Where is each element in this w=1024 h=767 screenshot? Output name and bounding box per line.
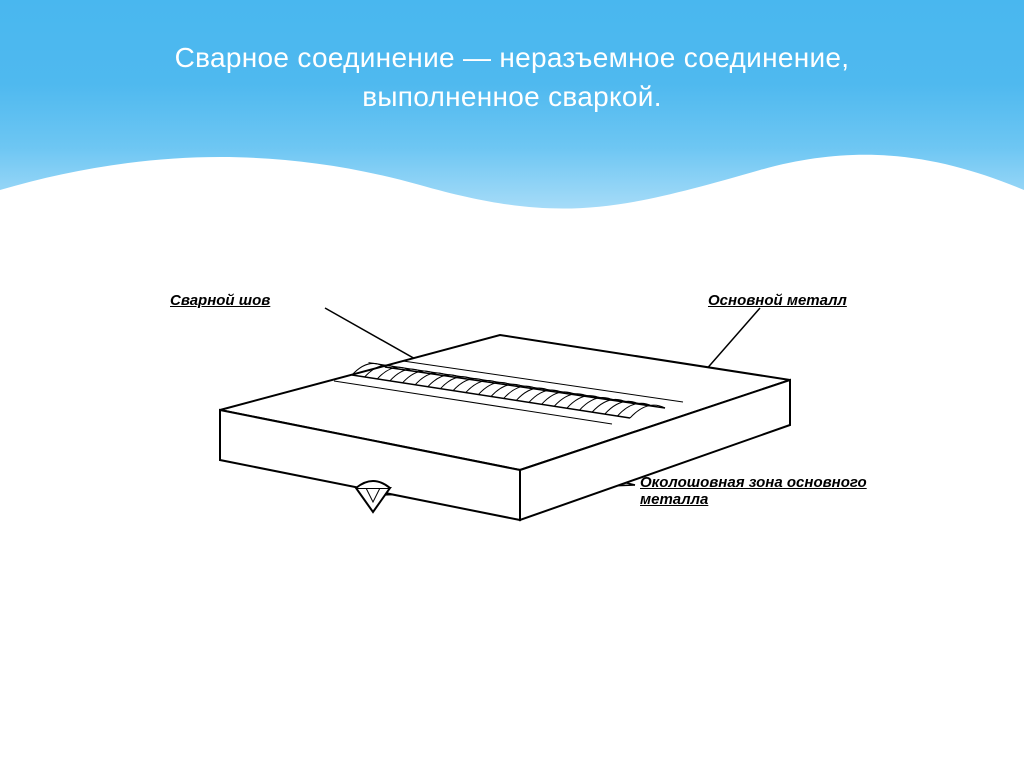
- label-haz-line1: Околошовная зона основного: [640, 474, 867, 491]
- title-line2: выполненное сваркой.: [362, 81, 662, 112]
- label-weld-seam: Сварной шов: [170, 292, 270, 309]
- diagram-svg: [170, 290, 890, 600]
- label-base-metal: Основной металл: [708, 292, 847, 309]
- label-haz: Околошовная зона основного металла: [640, 474, 867, 508]
- slide: Сварное соединение — неразъемное соедине…: [0, 0, 1024, 767]
- label-weld-seam-text: Сварной шов: [170, 292, 270, 309]
- label-base-metal-text: Основной металл: [708, 292, 847, 309]
- slide-title: Сварное соединение — неразъемное соедине…: [0, 38, 1024, 116]
- weld-diagram: Сварной шов Основной металл Околошовная …: [170, 290, 890, 600]
- title-line1: Сварное соединение — неразъемное соедине…: [175, 42, 850, 73]
- label-haz-line2: металла: [640, 491, 708, 508]
